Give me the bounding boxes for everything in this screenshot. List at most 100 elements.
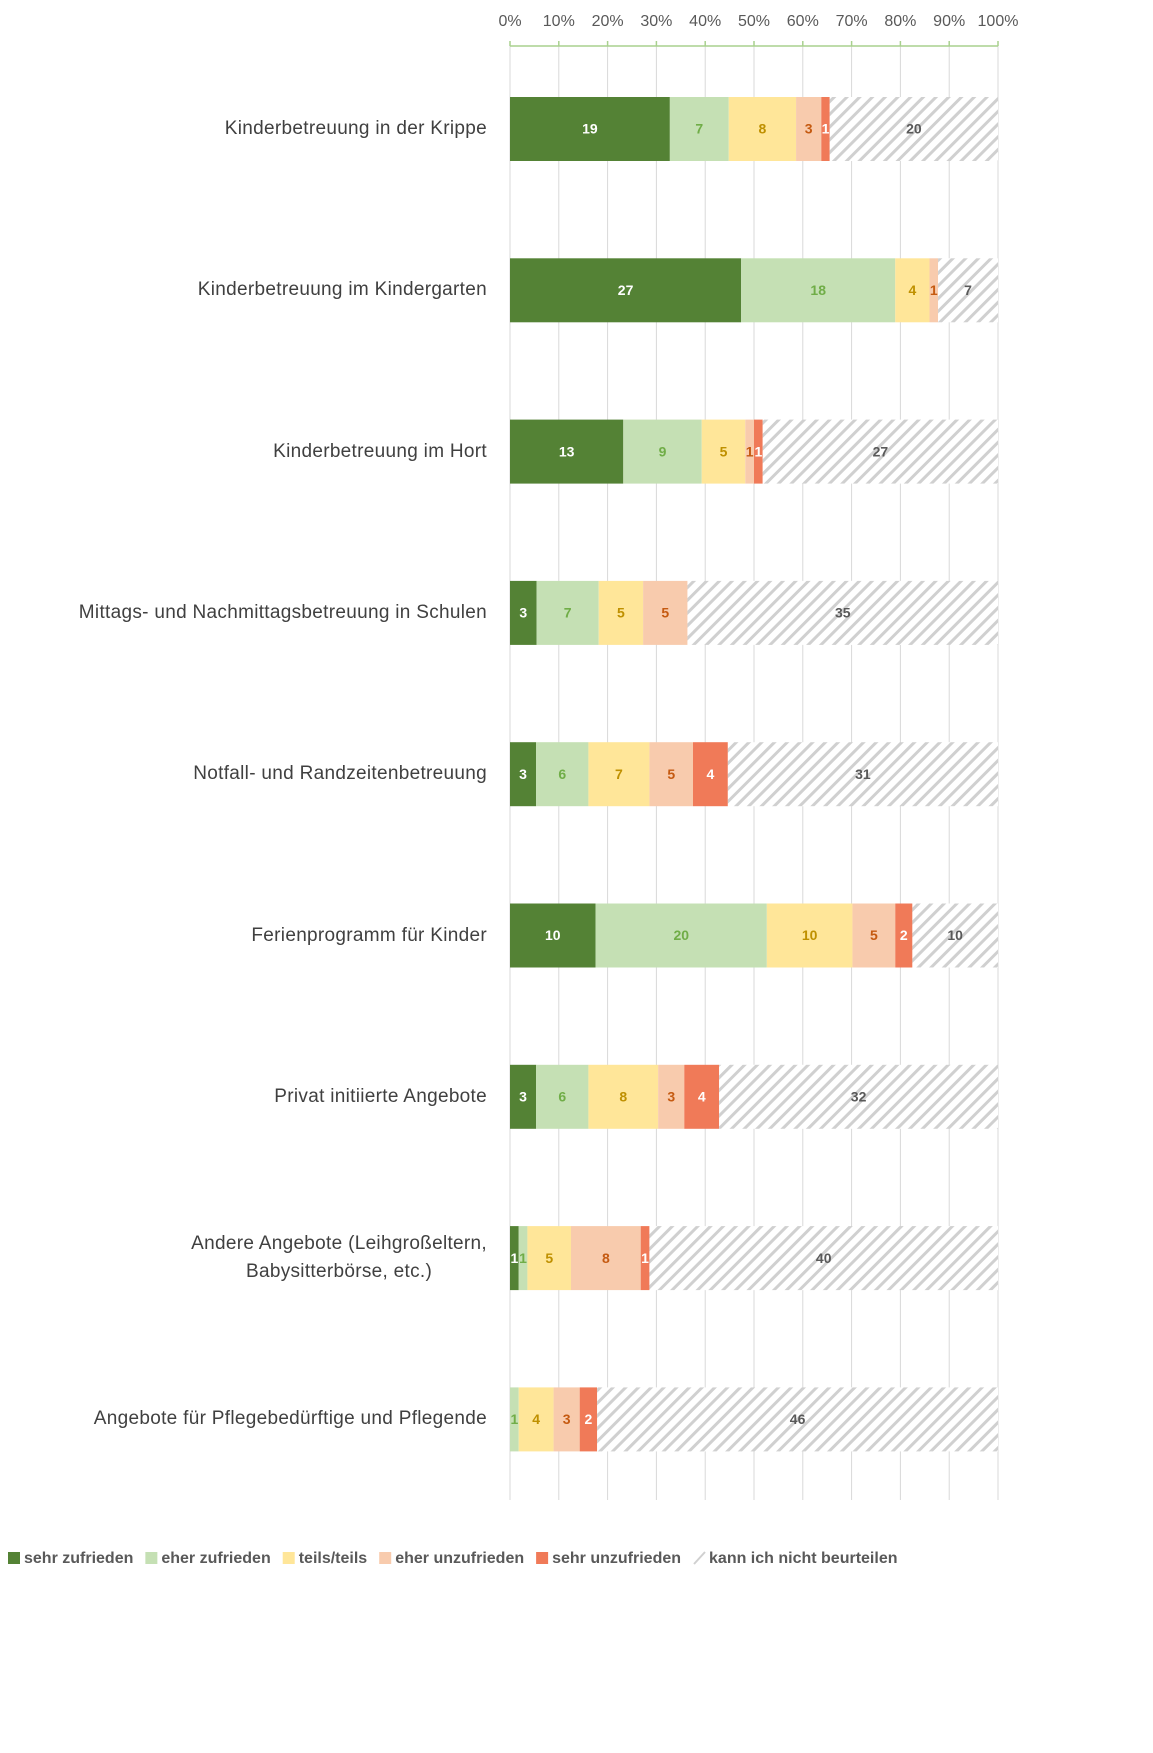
data-label: 10 (947, 927, 963, 943)
bar-segment (658, 1064, 685, 1129)
bar-segment (510, 742, 537, 807)
data-label: 5 (545, 1250, 553, 1266)
data-label: 6 (558, 1089, 566, 1105)
bar-segment (687, 580, 998, 645)
bar-segment (649, 1226, 998, 1291)
data-label: 18 (810, 282, 826, 298)
category-label: Andere Angebote (Leihgroßeltern, Babysit… (191, 1233, 487, 1283)
data-label: 1 (641, 1250, 649, 1266)
bar-segment (510, 1387, 519, 1452)
category-label: Angebote für Pflegebedürftige und Pflege… (93, 1408, 487, 1430)
bar-segment (754, 419, 763, 484)
bar-segment (719, 1064, 998, 1129)
data-label: 7 (615, 766, 623, 782)
data-label: 7 (564, 605, 572, 621)
legend-marker (282, 1552, 295, 1564)
bar-segment (938, 258, 998, 323)
x-tick-label: 50% (738, 13, 770, 30)
bar-segment (571, 1226, 641, 1291)
legend-marker (536, 1552, 549, 1564)
bar-segment (643, 580, 688, 645)
bar-segment (598, 580, 644, 645)
bar-segment (510, 1226, 519, 1291)
data-label: 10 (545, 927, 561, 943)
data-label: 46 (790, 1411, 806, 1427)
legend-marker (145, 1552, 158, 1564)
data-label: 27 (618, 282, 634, 298)
data-label: 1 (930, 282, 938, 298)
data-label: 1 (510, 1250, 518, 1266)
bar-segment (684, 1064, 720, 1129)
bar-segment (895, 258, 930, 323)
bar-segment (829, 97, 998, 161)
bar-segment (701, 419, 746, 484)
bar-segment (929, 258, 939, 323)
bar-segment (510, 580, 537, 645)
bar-segment (595, 903, 767, 968)
bar-segment (796, 97, 822, 161)
data-label: 6 (558, 766, 566, 782)
data-label: 4 (698, 1089, 706, 1105)
data-label: 5 (870, 927, 878, 943)
legend-marker (693, 1551, 706, 1565)
data-label: 8 (602, 1250, 610, 1266)
data-label: 31 (855, 766, 871, 782)
data-label: 5 (720, 443, 728, 459)
bar-segment (536, 580, 599, 645)
data-label: 7 (964, 282, 972, 298)
data-label: 27 (873, 443, 889, 459)
legend-marker (8, 1552, 20, 1564)
data-label: 2 (900, 927, 908, 943)
legend-label: sehr unzufrieden (552, 1550, 681, 1567)
data-label: 3 (667, 1089, 675, 1105)
bar-segment (510, 97, 670, 161)
bar-segment (510, 1064, 537, 1129)
bar-segment (895, 903, 913, 968)
bar-segment (912, 903, 998, 968)
data-label: 40 (816, 1250, 832, 1266)
category-label: Kinderbetreuung in der Krippe (224, 118, 487, 139)
bar-segment (553, 1387, 580, 1452)
bar-segment (579, 1387, 598, 1452)
data-label: 7 (695, 121, 703, 137)
data-label: 8 (759, 121, 767, 137)
data-label: 32 (851, 1089, 867, 1105)
x-tick-label: 80% (884, 13, 916, 30)
x-tick-label: 100% (978, 13, 1019, 30)
bar-segment (728, 97, 797, 161)
bar-segment (510, 258, 742, 323)
bar-segment (745, 419, 754, 484)
x-tick-label: 20% (592, 13, 624, 30)
legend-label: kann ich nicht beurteilen (709, 1550, 897, 1567)
legend-label: eher zufrieden (161, 1550, 270, 1567)
data-label: 20 (906, 121, 922, 137)
category-label: Notfall- und Randzeitenbetreuung (193, 763, 487, 785)
x-tick-label: 60% (787, 13, 819, 30)
bar-segment (518, 1226, 528, 1291)
bar-segment (536, 742, 589, 807)
legend-label: eher unzufrieden (395, 1550, 524, 1567)
bar-segment (588, 742, 650, 807)
data-label: 1 (822, 121, 830, 137)
data-label: 2 (585, 1411, 593, 1427)
legend-marker (379, 1552, 392, 1564)
bar-segment (510, 903, 596, 968)
data-label: 13 (559, 443, 575, 459)
bar-segment (588, 1064, 659, 1129)
x-tick-label: 10% (543, 13, 575, 30)
data-label: 19 (582, 121, 598, 137)
data-label: 5 (661, 605, 669, 621)
data-label: 4 (908, 282, 916, 298)
data-label: 10 (802, 927, 818, 943)
data-label: 1 (746, 443, 754, 459)
data-label: 1 (510, 1411, 518, 1427)
data-label: 3 (805, 121, 813, 137)
data-label: 1 (519, 1250, 527, 1266)
data-label: 3 (519, 766, 527, 782)
bar-segment (518, 1387, 554, 1452)
data-label: 1 (754, 443, 762, 459)
bar-segment (727, 742, 998, 807)
x-tick-label: 40% (689, 13, 721, 30)
